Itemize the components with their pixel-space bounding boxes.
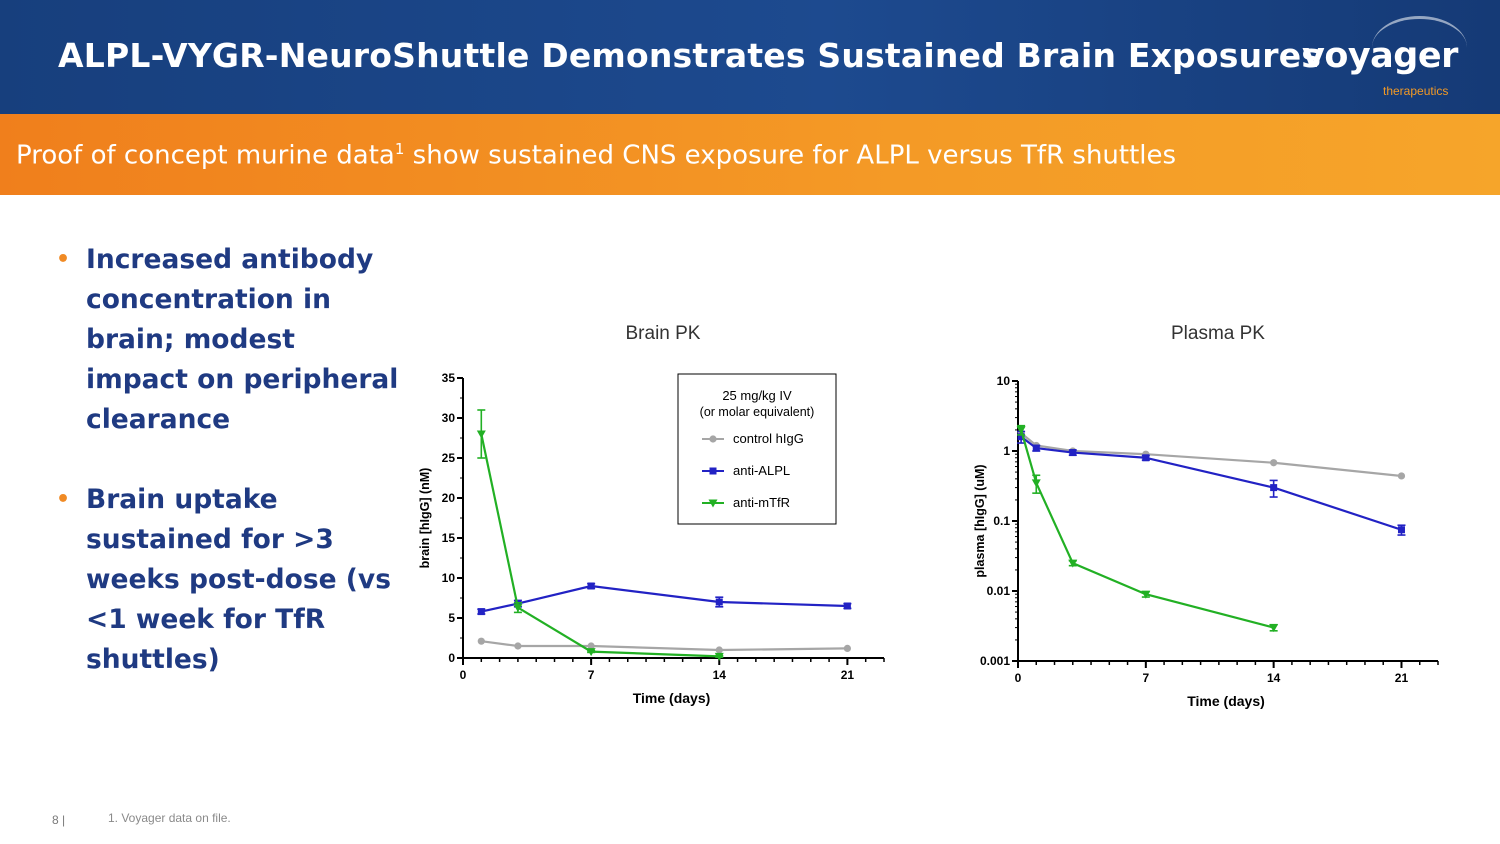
data-point — [843, 644, 851, 652]
data-point — [843, 602, 851, 610]
data-point — [476, 430, 486, 439]
series-control-higg — [477, 637, 851, 654]
data-point — [587, 582, 595, 590]
charts-area: Brain PK 0 7 14 21 Time (days) 0 5 10 15 20 25 30 35 b… — [400, 300, 1500, 740]
data-point — [1270, 484, 1278, 492]
series-anti-alpl — [1017, 430, 1406, 536]
voyager-logo: voyager — [1302, 36, 1458, 76]
x-tick-label: 21 — [1395, 671, 1409, 685]
data-point — [1270, 459, 1278, 467]
legend-title: 25 mg/kg IV — [722, 388, 792, 403]
legend-label: control hIgG — [733, 431, 804, 446]
series-anti-mtfr — [476, 409, 724, 661]
data-point — [1031, 479, 1041, 488]
series-anti-mtfr — [1016, 424, 1279, 633]
data-point — [477, 608, 485, 616]
y-axis-label: plasma [hIgG] (uM) — [973, 464, 987, 577]
y-tick-label: 30 — [442, 411, 456, 425]
series-line — [481, 584, 848, 613]
bullet-text: Brain uptake sustained for >3 weeks post… — [86, 484, 391, 675]
y-tick-label: 5 — [448, 611, 455, 625]
series-anti-alpl — [477, 582, 852, 616]
legend-swatch-marker — [708, 499, 718, 508]
data-point — [1017, 433, 1025, 441]
legend-swatch-marker — [709, 467, 717, 475]
y-tick-label: 0.01 — [987, 584, 1011, 598]
subtitle-banner — [0, 114, 1500, 195]
data-point — [1142, 454, 1150, 462]
subtitle-part-1: Proof of concept murine data — [16, 140, 395, 171]
data-point — [715, 646, 723, 654]
x-axis-label: Time (days) — [1187, 693, 1265, 709]
data-point — [477, 637, 485, 645]
data-point — [1069, 449, 1077, 457]
bullet-dot-icon: • — [56, 247, 71, 272]
legend-label: anti-ALPL — [733, 463, 790, 478]
chart-title: Brain PK — [626, 323, 701, 344]
data-point — [1068, 559, 1078, 568]
x-tick-label: 0 — [460, 668, 467, 682]
data-point — [1141, 590, 1151, 599]
logo-subtitle: therapeutics — [1383, 84, 1449, 98]
y-axis-label: brain [hIgG] (nM) — [418, 468, 432, 569]
subtitle-part-2: show sustained CNS exposure for ALPL ver… — [404, 140, 1177, 171]
data-point — [513, 604, 523, 613]
y-tick-label: 10 — [442, 571, 456, 585]
y-tick-label: 35 — [442, 371, 456, 385]
data-point — [1016, 426, 1026, 435]
logo-arc-icon — [1372, 16, 1467, 79]
subtitle-text: Proof of concept murine data1 show susta… — [16, 140, 1176, 171]
footnote: 1. Voyager data on file. — [108, 811, 231, 825]
series-line — [481, 640, 848, 652]
chart-title: Plasma PK — [1171, 323, 1265, 344]
data-point — [714, 652, 724, 661]
x-tick-label: 14 — [1267, 671, 1281, 685]
y-tick-label: 10 — [997, 374, 1011, 388]
bullet-dot-icon: • — [56, 487, 71, 512]
x-axis-label: Time (days) — [633, 690, 711, 706]
data-point — [1269, 624, 1279, 633]
legend-swatch-marker — [709, 435, 717, 443]
bullet-text: Increased antibody concentration in brai… — [86, 244, 399, 435]
slide-title: ALPL-VYGR-NeuroShuttle Demonstrates Sust… — [58, 36, 1322, 75]
data-point — [586, 648, 596, 657]
legend-box — [677, 373, 837, 525]
legend-subtitle: (or molar equivalent) — [700, 405, 815, 419]
data-point — [587, 642, 595, 650]
data-point — [1397, 472, 1406, 480]
bullet-list: • Increased antibody concentration in bra… — [56, 240, 401, 720]
x-tick-label: 21 — [841, 668, 855, 682]
x-tick-label: 7 — [588, 668, 595, 682]
data-point — [1397, 526, 1405, 534]
brain-pk-chart: Brain PK 0 7 14 21 Time (days) 0 5 10 15 20 25 30 35 b… — [418, 323, 885, 706]
x-tick-label: 7 — [1142, 671, 1149, 685]
data-point — [1032, 444, 1040, 452]
series-line — [1020, 432, 1402, 478]
page-number: 8 | — [52, 813, 66, 827]
bullet-item: • Brain uptake sustained for >3 weeks pos… — [56, 480, 401, 680]
y-tick-label: 0.001 — [980, 654, 1010, 668]
legend-label: anti-mTfR — [733, 495, 790, 510]
series-line — [480, 433, 720, 658]
y-tick-label: 15 — [442, 531, 456, 545]
plasma-pk-chart: Plasma PK 0 7 14 21 Time (days) 0.001 0.01 0.1 1 1… — [973, 323, 1439, 709]
chart-legend: 25 mg/kg IV (or molar equivalent) control … — [677, 373, 837, 525]
y-tick-label: 0 — [448, 651, 455, 665]
y-tick-label: 25 — [442, 451, 456, 465]
header-bar — [0, 0, 1500, 114]
y-tick-label: 20 — [442, 491, 456, 505]
x-tick-label: 14 — [713, 668, 727, 682]
y-tick-label: 1 — [1003, 444, 1010, 458]
bullet-item: • Increased antibody concentration in bra… — [56, 240, 401, 440]
data-point — [715, 598, 723, 606]
data-point — [514, 642, 522, 650]
x-tick-label: 0 — [1015, 671, 1022, 685]
footnote-marker: 1 — [394, 140, 405, 158]
y-tick-label: 0.1 — [993, 514, 1010, 528]
